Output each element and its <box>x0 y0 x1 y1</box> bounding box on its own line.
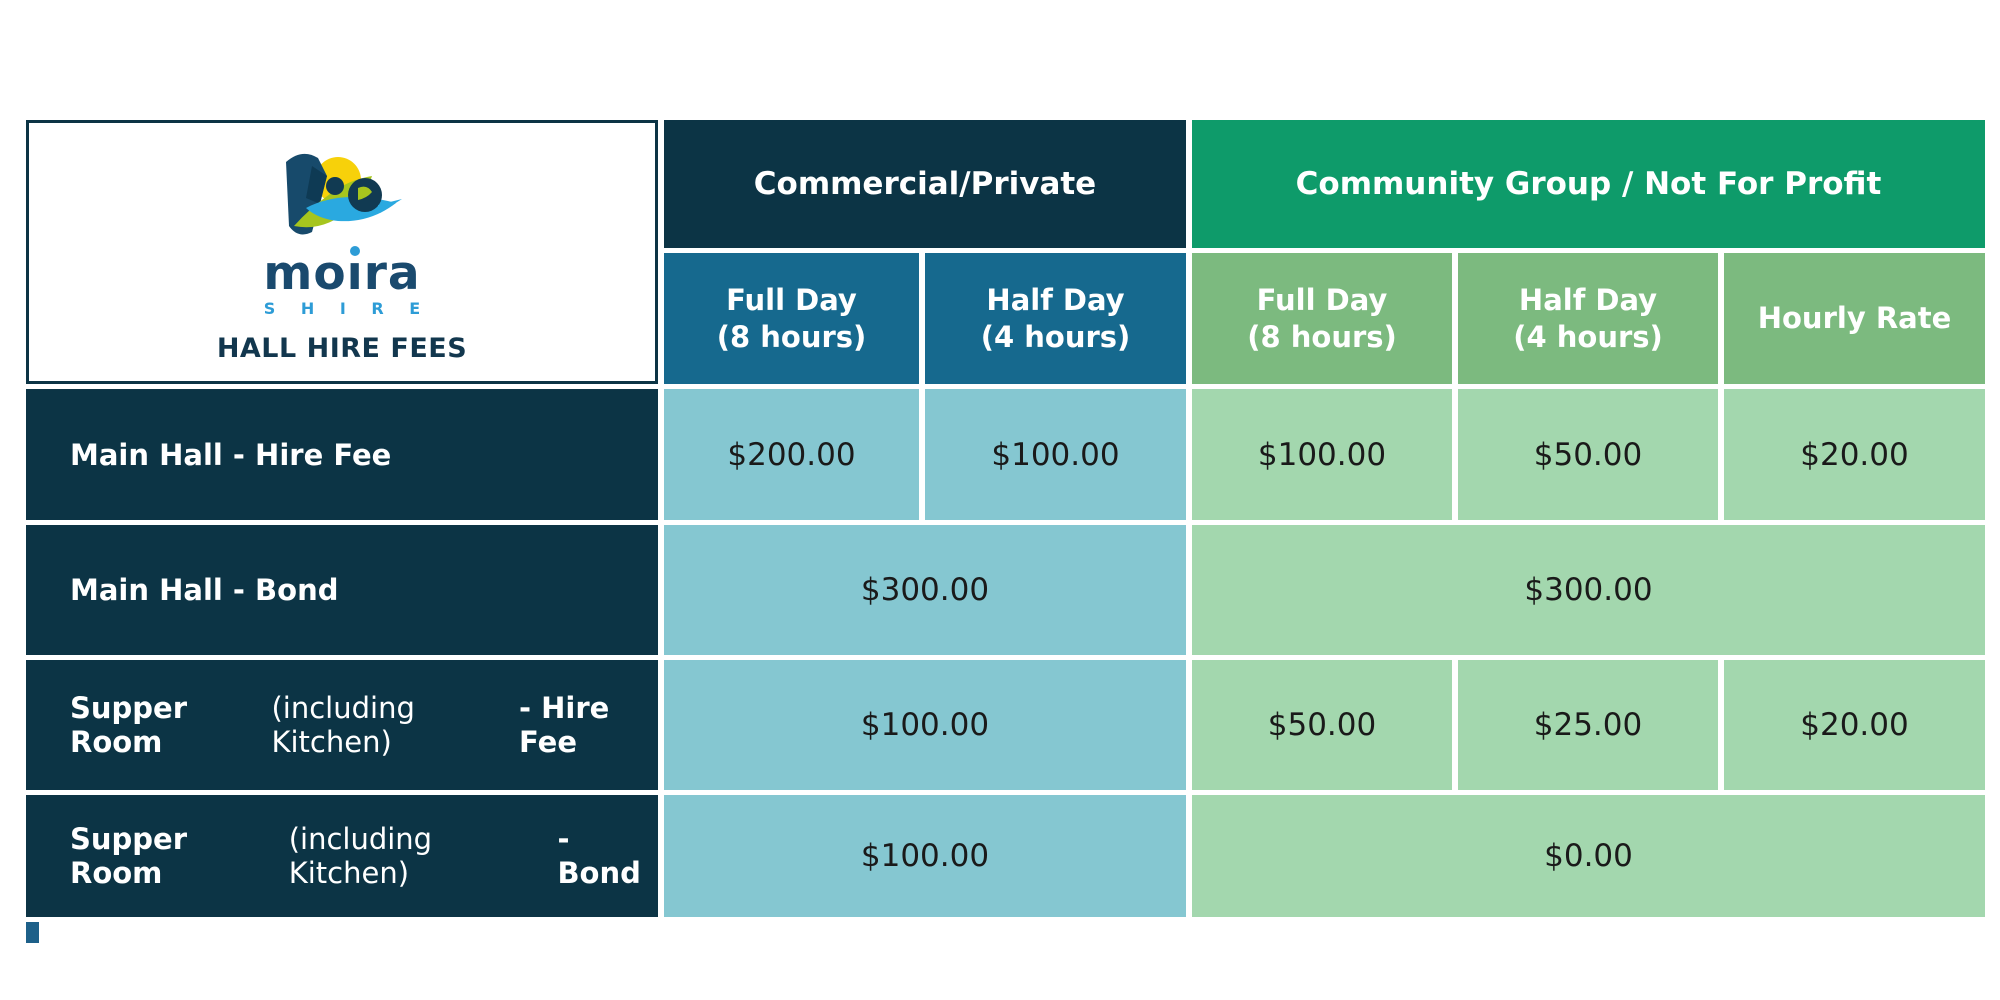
row-label-supper-room-including-kitchen-bond: Supper Room (including Kitchen) - Bond <box>26 795 658 917</box>
fee-cell-main-hall-hire-fee-commercial-col1: $200.00 <box>664 389 919 520</box>
column-header-community-full-day: Full Day (8 hours) <box>1192 253 1452 384</box>
moira-shire-hummingbird-logo-icon <box>286 153 402 235</box>
fee-cell-main-hall-hire-fee-commercial-col2: $100.00 <box>925 389 1186 520</box>
fee-cell-main-hall-hire-fee-community-col4: $50.00 <box>1458 389 1718 520</box>
fee-cell-supper-room-including-kitchen-hire-fee-community-col5: $20.00 <box>1724 660 1985 790</box>
row-label-main-hall-hire-fee: Main Hall - Hire Fee <box>26 389 658 520</box>
brand-i-dot <box>350 246 361 256</box>
fee-cell-main-hall-hire-fee-community-col5: $20.00 <box>1724 389 1985 520</box>
brand-wordmark: moı ra <box>263 246 421 301</box>
column-header-commercial-half-day: Half Day (4 hours) <box>925 253 1186 384</box>
group-header-commercial-private: Commercial/Private <box>664 120 1186 248</box>
logo-cell: moı ra S H I R E HALL HIRE FEES <box>26 120 658 384</box>
hall-hire-fees-table: moı ra S H I R E HALL HIRE FEES Commercia… <box>26 120 1985 917</box>
fee-cell-main-hall-bond-community-col3: $300.00 <box>1192 525 1985 655</box>
fee-cell-supper-room-including-kitchen-bond-community-col3: $0.00 <box>1192 795 1985 917</box>
fee-cell-main-hall-bond-commercial-col1: $300.00 <box>664 525 1186 655</box>
page-edge-artifact <box>26 922 39 943</box>
fee-cell-main-hall-hire-fee-community-col3: $100.00 <box>1192 389 1452 520</box>
brand-i-letter: ı <box>346 246 364 301</box>
column-header-commercial-full-day: Full Day (8 hours) <box>664 253 919 384</box>
column-header-community-half-day: Half Day (4 hours) <box>1458 253 1718 384</box>
column-header-community-hourly-rate: Hourly Rate <box>1724 253 1985 384</box>
fee-cell-supper-room-including-kitchen-bond-commercial-col1: $100.00 <box>664 795 1186 917</box>
group-header-community-not-for-profit: Community Group / Not For Profit <box>1192 120 1985 248</box>
fee-cell-supper-room-including-kitchen-hire-fee-community-col4: $25.00 <box>1458 660 1718 790</box>
fee-cell-supper-room-including-kitchen-hire-fee-community-col3: $50.00 <box>1192 660 1452 790</box>
brand-shire-label: S H I R E <box>263 299 431 318</box>
page-title: HALL HIRE FEES <box>216 333 468 364</box>
row-label-main-hall-bond: Main Hall - Bond <box>26 525 658 655</box>
fee-cell-supper-room-including-kitchen-hire-fee-commercial-col1: $100.00 <box>664 660 1186 790</box>
row-label-supper-room-including-kitchen-hire-fee: Supper Room (including Kitchen) - Hire F… <box>26 660 658 790</box>
